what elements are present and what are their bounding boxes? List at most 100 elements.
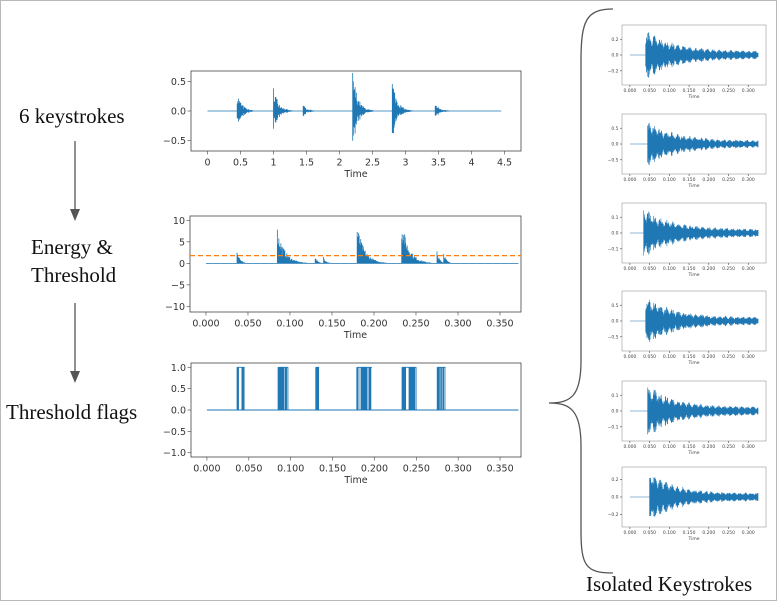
x-axis-label: Time bbox=[687, 272, 699, 278]
y-tick-label: 0.0 bbox=[171, 107, 186, 118]
x-tick-label: 0.000 bbox=[623, 266, 636, 272]
x-axis-label: Time bbox=[687, 536, 699, 542]
x-axis-label: Time bbox=[343, 169, 367, 180]
x-tick-label: 0.050 bbox=[643, 266, 656, 272]
x-axis-label: Time bbox=[343, 475, 367, 486]
keystroke-waveform bbox=[629, 210, 759, 256]
chart-audio: 0 0.5 1 1.5 2 2.5 3 3.5 4 4.5 0.5 0.0 −0.5 Time bbox=[163, 70, 522, 180]
x-tick-label: 0.200 bbox=[702, 177, 715, 183]
x-axis-label: Time bbox=[687, 450, 699, 456]
chart-key1: 0.000 0.050 0.100 0.150 0.200 0.250 0.300 0.2 0.… bbox=[608, 24, 767, 100]
x-tick-label: 0.000 bbox=[623, 177, 636, 183]
x-axis-label: Time bbox=[687, 94, 699, 100]
step-label-keystrokes: 6 keystrokes bbox=[19, 104, 125, 128]
step-label-threshold: Threshold bbox=[31, 263, 117, 287]
x-tick-label: 1 bbox=[270, 158, 276, 169]
x-tick-label: 0.050 bbox=[643, 530, 656, 536]
x-tick-label: 0.000 bbox=[623, 88, 636, 94]
x-tick-label: 1.5 bbox=[299, 158, 314, 169]
x-tick-label: 0.350 bbox=[486, 464, 513, 475]
x-tick-label: 0.200 bbox=[702, 266, 715, 272]
x-tick-label: 0 bbox=[204, 158, 210, 169]
brace bbox=[548, 8, 614, 574]
x-tick-label: 0.050 bbox=[643, 354, 656, 360]
y-tick-label: −5 bbox=[171, 280, 185, 291]
keystroke-waveform bbox=[629, 32, 759, 78]
y-tick-label: 0.0 bbox=[611, 319, 618, 325]
x-tick-label: 0.050 bbox=[234, 319, 261, 330]
chart-key5: 0.000 0.050 0.100 0.150 0.200 0.250 0.300 0.1 0.… bbox=[608, 380, 767, 456]
x-tick-label: 0.100 bbox=[663, 354, 676, 360]
y-tick-label: 0.0 bbox=[171, 406, 186, 417]
y-tick-label: −10 bbox=[165, 302, 185, 313]
chart-key4: 0.000 0.050 0.100 0.150 0.200 0.250 0.300 0.5 0.… bbox=[608, 290, 767, 366]
x-tick-label: 2.5 bbox=[365, 158, 380, 169]
y-tick-label: 0.5 bbox=[171, 77, 186, 88]
x-tick-label: 0.100 bbox=[663, 444, 676, 450]
x-axis-label: Time bbox=[687, 360, 699, 366]
x-tick-label: 0.150 bbox=[683, 530, 696, 536]
x-tick-label: 0.250 bbox=[722, 177, 735, 183]
keystroke-waveform bbox=[629, 477, 759, 517]
x-tick-label: 0.300 bbox=[742, 177, 755, 183]
x-tick-label: 0.300 bbox=[742, 88, 755, 94]
x-tick-label: 0.250 bbox=[722, 88, 735, 94]
y-tick-label: −0.1 bbox=[608, 424, 619, 430]
x-tick-label: 0.150 bbox=[683, 266, 696, 272]
x-tick-label: 0.250 bbox=[402, 319, 429, 330]
arrow-down-icon bbox=[70, 141, 80, 221]
output-label: Isolated Keystrokes bbox=[586, 572, 752, 596]
x-tick-label: 4.5 bbox=[497, 158, 512, 169]
step-label-flags: Threshold flags bbox=[6, 400, 137, 424]
x-tick-label: 0.300 bbox=[742, 530, 755, 536]
x-tick-label: 0.200 bbox=[702, 354, 715, 360]
y-tick-label: −0.2 bbox=[608, 512, 619, 518]
x-tick-label: 0.000 bbox=[623, 354, 636, 360]
y-tick-label: −1.0 bbox=[163, 448, 186, 459]
plot-area bbox=[189, 215, 522, 313]
x-tick-label: 0.300 bbox=[445, 464, 472, 475]
x-tick-label: 0.300 bbox=[742, 444, 755, 450]
y-tick-label: 0.5 bbox=[611, 126, 618, 132]
x-tick-label: 0.050 bbox=[643, 88, 656, 94]
x-tick-label: 3.5 bbox=[431, 158, 446, 169]
x-tick-label: 0.100 bbox=[276, 319, 303, 330]
x-axis-label: Time bbox=[343, 330, 367, 341]
y-tick-label: 0.0 bbox=[611, 231, 618, 237]
x-tick-label: 0.000 bbox=[623, 444, 636, 450]
x-tick-label: 0.100 bbox=[663, 530, 676, 536]
y-tick-label: 0.0 bbox=[611, 409, 618, 415]
y-tick-label: 0.2 bbox=[611, 477, 618, 483]
x-tick-label: 0.150 bbox=[318, 319, 345, 330]
y-tick-label: −0.5 bbox=[608, 334, 619, 340]
chart-key6: 0.000 0.050 0.100 0.150 0.200 0.250 0.300 0.2 0.… bbox=[608, 466, 767, 542]
x-tick-label: 0.050 bbox=[643, 444, 656, 450]
x-tick-label: 0.300 bbox=[742, 354, 755, 360]
x-tick-label: 0.200 bbox=[702, 530, 715, 536]
x-tick-label: 0.300 bbox=[444, 319, 471, 330]
step-label-energy: Energy & bbox=[31, 235, 113, 259]
x-tick-label: 0.250 bbox=[722, 266, 735, 272]
y-tick-label: −0.5 bbox=[608, 157, 619, 163]
chart-key3: 0.000 0.050 0.100 0.150 0.200 0.250 0.300 0.1 0.… bbox=[608, 202, 767, 278]
x-tick-label: 0.150 bbox=[683, 354, 696, 360]
x-tick-label: 0.200 bbox=[360, 319, 387, 330]
x-tick-label: 0.200 bbox=[702, 88, 715, 94]
x-tick-label: 0.150 bbox=[683, 177, 696, 183]
x-tick-label: 0.250 bbox=[403, 464, 430, 475]
y-tick-label: 0.2 bbox=[611, 37, 618, 43]
y-tick-label: 0 bbox=[179, 259, 185, 270]
keystroke-waveform bbox=[629, 299, 759, 343]
y-tick-label: 1.0 bbox=[171, 363, 186, 374]
y-tick-label: −0.2 bbox=[608, 68, 619, 74]
x-tick-label: 2 bbox=[336, 158, 342, 169]
arrow-down-icon bbox=[70, 303, 80, 383]
x-tick-label: 0.000 bbox=[193, 464, 220, 475]
y-tick-label: 0.5 bbox=[611, 303, 618, 309]
x-tick-label: 0.250 bbox=[722, 530, 735, 536]
x-tick-label: 0.5 bbox=[233, 158, 248, 169]
y-tick-label: 0.0 bbox=[611, 495, 618, 501]
y-tick-label: 10 bbox=[173, 216, 185, 227]
